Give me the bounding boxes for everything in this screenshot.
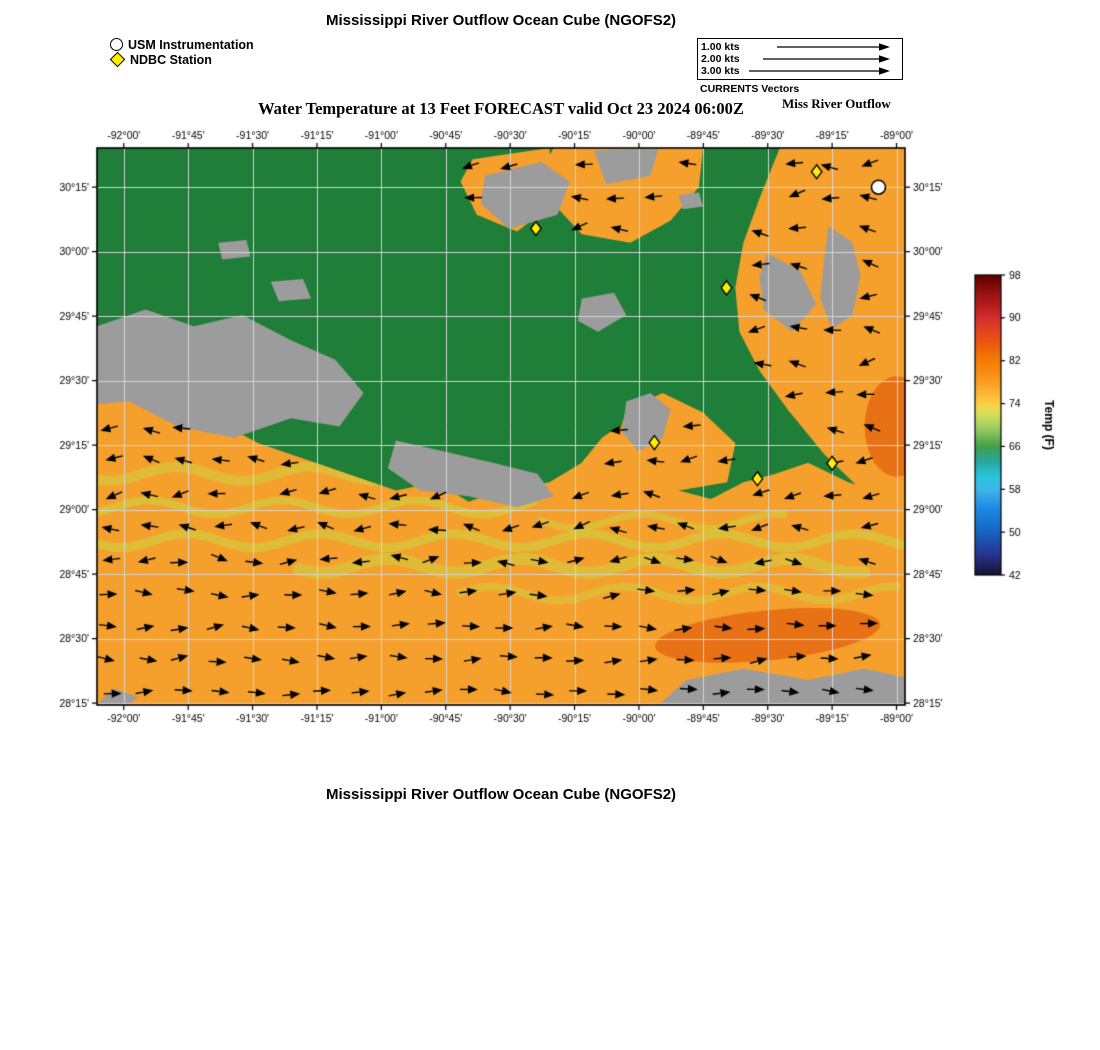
miss-river-outflow-label: Miss River Outflow	[782, 96, 891, 111]
scale-arrow-icon	[777, 43, 890, 51]
plot-title: Water Temperature at 13 Feet FORECAST va…	[258, 99, 744, 118]
currents-scale-label: 3.00 kts	[701, 65, 740, 77]
legend-row-usm: USM Instrumentation	[110, 37, 254, 52]
figure-bottom-title: Mississippi River Outflow Ocean Cube (NG…	[325, 786, 677, 803]
legend-row-ndbc: NDBC Station	[109, 51, 254, 68]
figure-title: Mississippi River Outflow Ocean Cube (NG…	[325, 12, 677, 29]
scale-arrow-icon	[749, 67, 890, 75]
currents-scale-row: 2.00 kts	[701, 53, 899, 65]
usm-circle-icon	[110, 38, 123, 51]
currents-scale-box: 1.00 kts 2.00 kts 3.00 kts	[697, 38, 903, 80]
ndbc-legend-label: NDBC Station	[130, 52, 212, 67]
currents-vectors-caption: CURRENTS Vectors	[700, 83, 800, 95]
scale-arrow-icon	[763, 55, 890, 63]
currents-scale-label: 1.00 kts	[701, 41, 740, 53]
ndbc-diamond-icon	[109, 51, 126, 68]
station-legend: USM Instrumentation NDBC Station	[109, 37, 254, 68]
usm-legend-label: USM Instrumentation	[128, 37, 254, 52]
currents-scale-label: 2.00 kts	[701, 53, 740, 65]
currents-scale-row: 3.00 kts	[701, 65, 899, 77]
currents-scale-row: 1.00 kts	[701, 41, 899, 53]
